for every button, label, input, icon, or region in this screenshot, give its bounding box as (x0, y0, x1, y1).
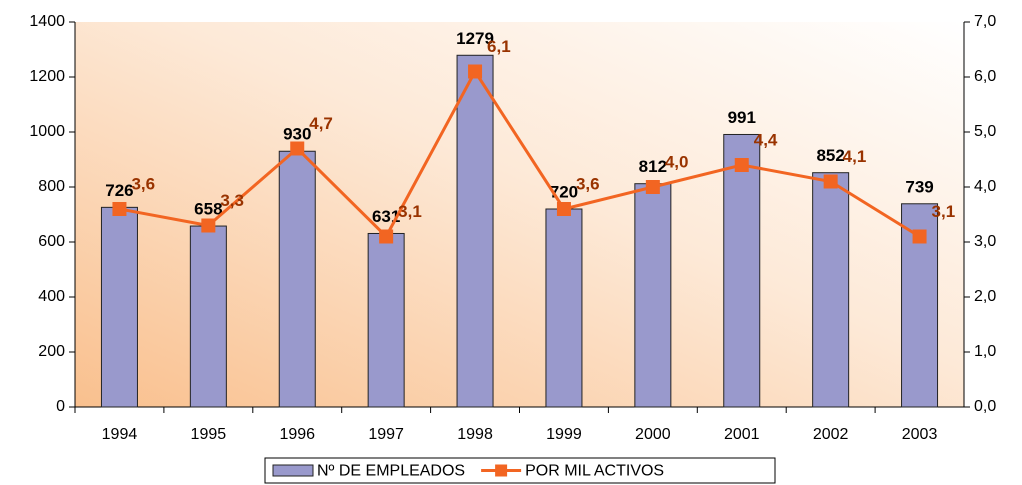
y-tick-label: 400 (38, 288, 65, 305)
bar-value-label: 991 (728, 108, 756, 127)
y-tick-label: 200 (38, 343, 65, 360)
x-tick-label: 1999 (546, 426, 582, 443)
y2-tick-label: 5,0 (974, 123, 996, 140)
line-marker (645, 180, 660, 194)
bar (545, 208, 583, 408)
x-tick-label: 1994 (102, 426, 138, 443)
y-tick-label: 1000 (29, 123, 65, 140)
x-tick-label: 1997 (368, 426, 404, 443)
line-value-label: 4,1 (843, 147, 867, 166)
bar (189, 225, 227, 408)
x-tick-label: 1998 (457, 426, 493, 443)
y2-tick-label: 1,0 (974, 343, 996, 360)
line-marker (734, 158, 749, 172)
line-marker (112, 202, 127, 216)
line-marker (556, 202, 571, 216)
line-marker (823, 174, 838, 189)
bar-value-label: 1279 (456, 29, 494, 48)
x-tick-label: 2000 (635, 426, 671, 443)
y2-tick-label: 4,0 (974, 178, 996, 195)
bar (456, 54, 494, 408)
line-marker (912, 229, 927, 244)
x-tick-label: 1996 (279, 426, 315, 443)
line-marker (201, 218, 216, 233)
y-tick-label: 800 (38, 178, 65, 195)
bar-value-label: 812 (639, 157, 667, 176)
line-value-label: 3,6 (576, 174, 600, 193)
line-value-label: 3,6 (131, 174, 155, 193)
line (119, 68, 921, 239)
x-tick-label: 2003 (902, 426, 938, 443)
x-tick-label: 1995 (191, 426, 227, 443)
line-value-label: 3,1 (398, 202, 422, 221)
y-tick-label: 1400 (29, 13, 65, 30)
x-tick-label: 2002 (813, 426, 849, 443)
bar-value-label: 852 (816, 146, 844, 165)
line-value-label: 4,7 (309, 114, 333, 133)
line-value-label: 4,4 (754, 130, 778, 149)
y2-tick-label: 7,0 (974, 13, 996, 30)
y2-tick-label: 3,0 (974, 233, 996, 250)
line-value-label: 3,1 (932, 202, 956, 221)
y2-tick-label: 2,0 (974, 288, 996, 305)
bar-value-label: 739 (905, 177, 933, 196)
line-value-label: 6,1 (487, 37, 511, 56)
bar (367, 232, 405, 408)
bar-value-label: 658 (194, 200, 222, 219)
y-tick-label: 0 (56, 398, 65, 415)
bar (812, 172, 850, 408)
line-marker (379, 229, 394, 244)
y-tick-label: 600 (38, 233, 65, 250)
bar-value-label: 930 (283, 125, 311, 144)
line-value-label: 3,3 (220, 191, 244, 210)
line-marker (468, 64, 483, 79)
legend-swatch-marker (495, 464, 508, 477)
bar (723, 133, 761, 408)
line-value-label: 4,0 (665, 152, 689, 171)
bar (100, 206, 138, 408)
y-tick-label: 1200 (29, 68, 65, 85)
x-tick-label: 2001 (724, 426, 760, 443)
legend: Nº DE EMPLEADOS POR MIL ACTIVOS (264, 457, 776, 484)
legend-label: Nº DE EMPLEADOS (317, 463, 465, 480)
bar (278, 150, 316, 408)
y2-tick-label: 0,0 (974, 398, 996, 415)
line-marker (290, 141, 305, 156)
y2-tick-label: 6,0 (974, 68, 996, 85)
bar-value-label: 726 (105, 181, 133, 200)
legend-label: POR MIL ACTIVOS (525, 463, 664, 480)
legend-swatch (272, 464, 314, 477)
bar (634, 183, 672, 408)
